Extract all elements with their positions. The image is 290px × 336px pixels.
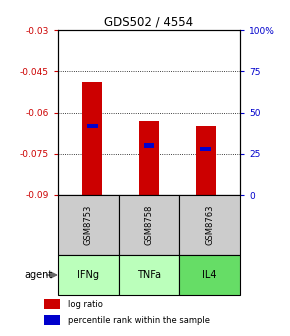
Bar	[44, 299, 60, 309]
Bar	[82, 82, 102, 195]
Bar	[200, 147, 211, 151]
Bar	[139, 121, 159, 195]
Text: log ratio: log ratio	[68, 300, 103, 309]
Bar	[196, 126, 216, 195]
Bar	[58, 195, 119, 255]
Text: GSM8763: GSM8763	[205, 205, 214, 245]
Bar	[44, 316, 60, 326]
Bar	[58, 255, 119, 295]
Text: TNFa: TNFa	[137, 270, 161, 280]
Text: percentile rank within the sample: percentile rank within the sample	[68, 316, 210, 325]
Bar	[179, 255, 240, 295]
Text: GSM8753: GSM8753	[84, 205, 93, 245]
Text: GSM8758: GSM8758	[144, 205, 153, 245]
Title: GDS502 / 4554: GDS502 / 4554	[104, 16, 193, 29]
Bar	[119, 195, 179, 255]
Bar	[119, 255, 179, 295]
Bar	[87, 124, 98, 128]
Bar	[144, 143, 155, 148]
Text: IFNg: IFNg	[77, 270, 99, 280]
Text: agent: agent	[24, 270, 52, 280]
Text: IL4: IL4	[202, 270, 217, 280]
Bar	[179, 195, 240, 255]
